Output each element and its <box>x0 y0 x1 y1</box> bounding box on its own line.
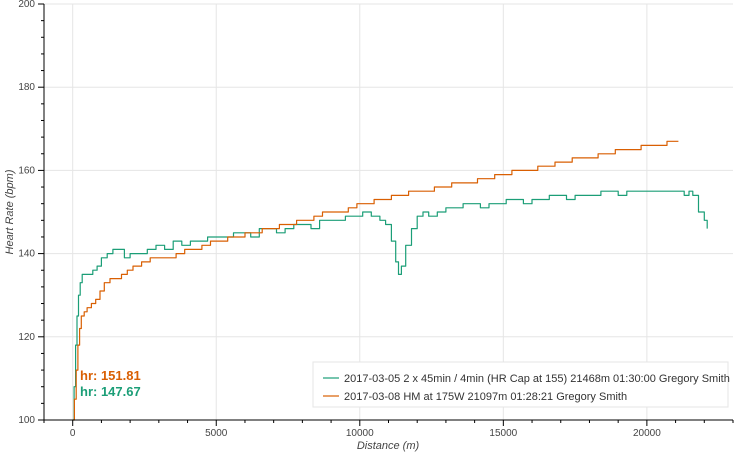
x-tick-label: 0 <box>70 428 76 439</box>
y-tick-label: 160 <box>18 165 35 176</box>
y-axis-label: Heart Rate (bpm) <box>4 169 16 254</box>
axes: 0 5000 10000 15000 20000 100 120 140 160 180 200 <box>18 0 734 439</box>
y-tick-label: 180 <box>18 82 35 93</box>
legend: 2017-03-05 2 x 45min / 4min (HR Cap at 1… <box>312 361 730 408</box>
series-line-1 <box>72 190 708 421</box>
x-axis-label: Distance (m) <box>357 440 420 452</box>
y-tick-label: 140 <box>18 249 35 260</box>
series-line-2 <box>72 140 679 421</box>
legend-entry-1: 2017-03-05 2 x 45min / 4min (HR Cap at 1… <box>344 373 730 385</box>
y-tick-label: 100 <box>18 415 35 426</box>
x-tick-label: 5000 <box>205 428 228 439</box>
hr-annotation-2: hr: 147.67 <box>80 384 141 399</box>
y-tick-label: 120 <box>18 332 35 343</box>
series-layer <box>72 140 708 421</box>
legend-entry-2: 2017-03-08 HM at 175W 21097m 01:28:21 Gr… <box>344 391 627 403</box>
x-tick-label: 10000 <box>346 428 374 439</box>
x-tick-label: 15000 <box>489 428 517 439</box>
x-tick-label: 20000 <box>633 428 661 439</box>
legend-box <box>312 361 729 408</box>
hr-annotation-1: hr: 151.81 <box>80 368 141 383</box>
y-tick-label: 200 <box>18 0 35 10</box>
plot-background <box>44 4 733 420</box>
